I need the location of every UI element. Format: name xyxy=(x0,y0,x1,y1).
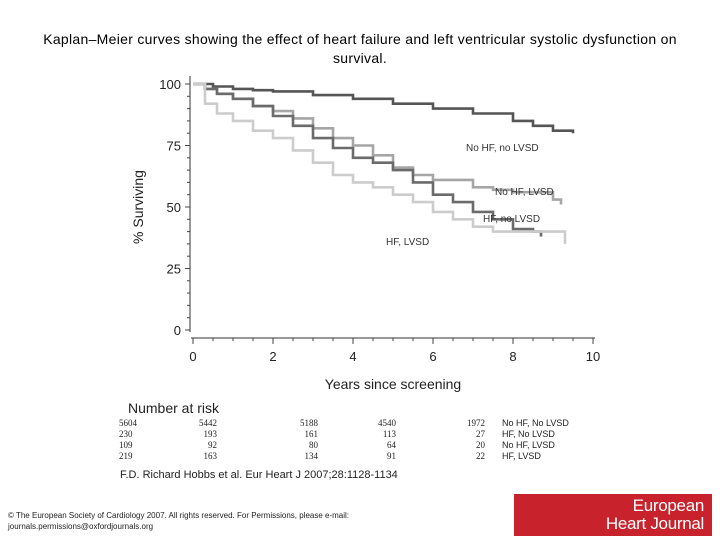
risk-group-label: HF, LVSD xyxy=(502,451,541,461)
risk-cell: 219 xyxy=(119,451,133,461)
risk-cell: 134 xyxy=(305,451,319,461)
x-tick-label: 10 xyxy=(586,349,600,364)
risk-cell: 5604 xyxy=(119,418,138,428)
axes-group: 0 25 50 75 100 0 2 4 6 8 10 xyxy=(159,76,600,364)
curve-label-1: No HF, no LVSD xyxy=(466,143,539,154)
citation: F.D. Richard Hobbs et al. Eur Heart J 20… xyxy=(120,469,398,481)
x-tick-label: 6 xyxy=(429,349,436,364)
journal-logo-line-2: Heart Journal xyxy=(605,514,704,533)
journal-logo: European Heart Journal xyxy=(514,494,712,536)
risk-group-label: No HF, LVSD xyxy=(502,440,555,450)
y-tick-label: 75 xyxy=(167,139,181,154)
y-tick-label: 0 xyxy=(174,323,181,338)
km-curve-4 xyxy=(193,82,567,244)
risk-cell: 113 xyxy=(383,429,397,439)
risk-cell: 4540 xyxy=(378,418,397,428)
risk-group-label: No HF, No LVSD xyxy=(502,418,569,428)
y-axis-label: % Surviving xyxy=(130,170,146,244)
risk-cell: 161 xyxy=(305,429,319,439)
risk-cell: 1972 xyxy=(467,418,485,428)
risk-table: 5604 5442 5188 4540 1972 No HF, No LVSD 230 193… xyxy=(119,418,569,461)
x-tick-label: 4 xyxy=(349,349,356,364)
y-tick-label: 25 xyxy=(167,262,181,277)
x-tick-label: 0 xyxy=(189,349,196,364)
risk-cell: 91 xyxy=(387,451,396,461)
curve-label-3: HF, no LVSD xyxy=(483,214,540,225)
risk-cell: 64 xyxy=(387,440,397,450)
curve-labels-group: No HF, no LVSD No HF, LVSD HF, no LVSD HF, … xyxy=(386,143,554,248)
risk-cell: 27 xyxy=(476,429,486,439)
y-tick-label: 50 xyxy=(167,200,181,215)
risk-cell: 80 xyxy=(309,440,319,450)
curve-label-4: HF, LVSD xyxy=(386,237,429,248)
x-tick-label: 2 xyxy=(269,349,276,364)
x-tick-label: 8 xyxy=(509,349,516,364)
y-tick-label: 100 xyxy=(159,77,181,92)
risk-cell: 5188 xyxy=(300,418,319,428)
curve-label-2: No HF, LVSD xyxy=(495,187,554,198)
x-axis-label: Years since screening xyxy=(325,376,461,392)
risk-table-title: Number at risk xyxy=(128,400,220,416)
curves-group xyxy=(193,82,575,244)
km-curve-1 xyxy=(193,82,575,134)
journal-logo-line-1: European xyxy=(632,496,705,515)
copyright-notice: © The European Society of Cardiology 200… xyxy=(8,511,350,531)
risk-cell: 109 xyxy=(119,440,133,450)
risk-group-label: HF, No LVSD xyxy=(502,429,555,439)
risk-cell: 230 xyxy=(119,429,133,439)
chart-title: Kaplan–Meier curves showing the effect o… xyxy=(43,31,677,66)
km-curve-3 xyxy=(193,82,543,237)
risk-cell: 22 xyxy=(476,451,485,461)
risk-cell: 193 xyxy=(204,429,218,439)
risk-cell: 92 xyxy=(208,440,217,450)
risk-cell: 163 xyxy=(204,451,218,461)
risk-cell: 20 xyxy=(476,440,486,450)
risk-cell: 5442 xyxy=(199,418,217,428)
